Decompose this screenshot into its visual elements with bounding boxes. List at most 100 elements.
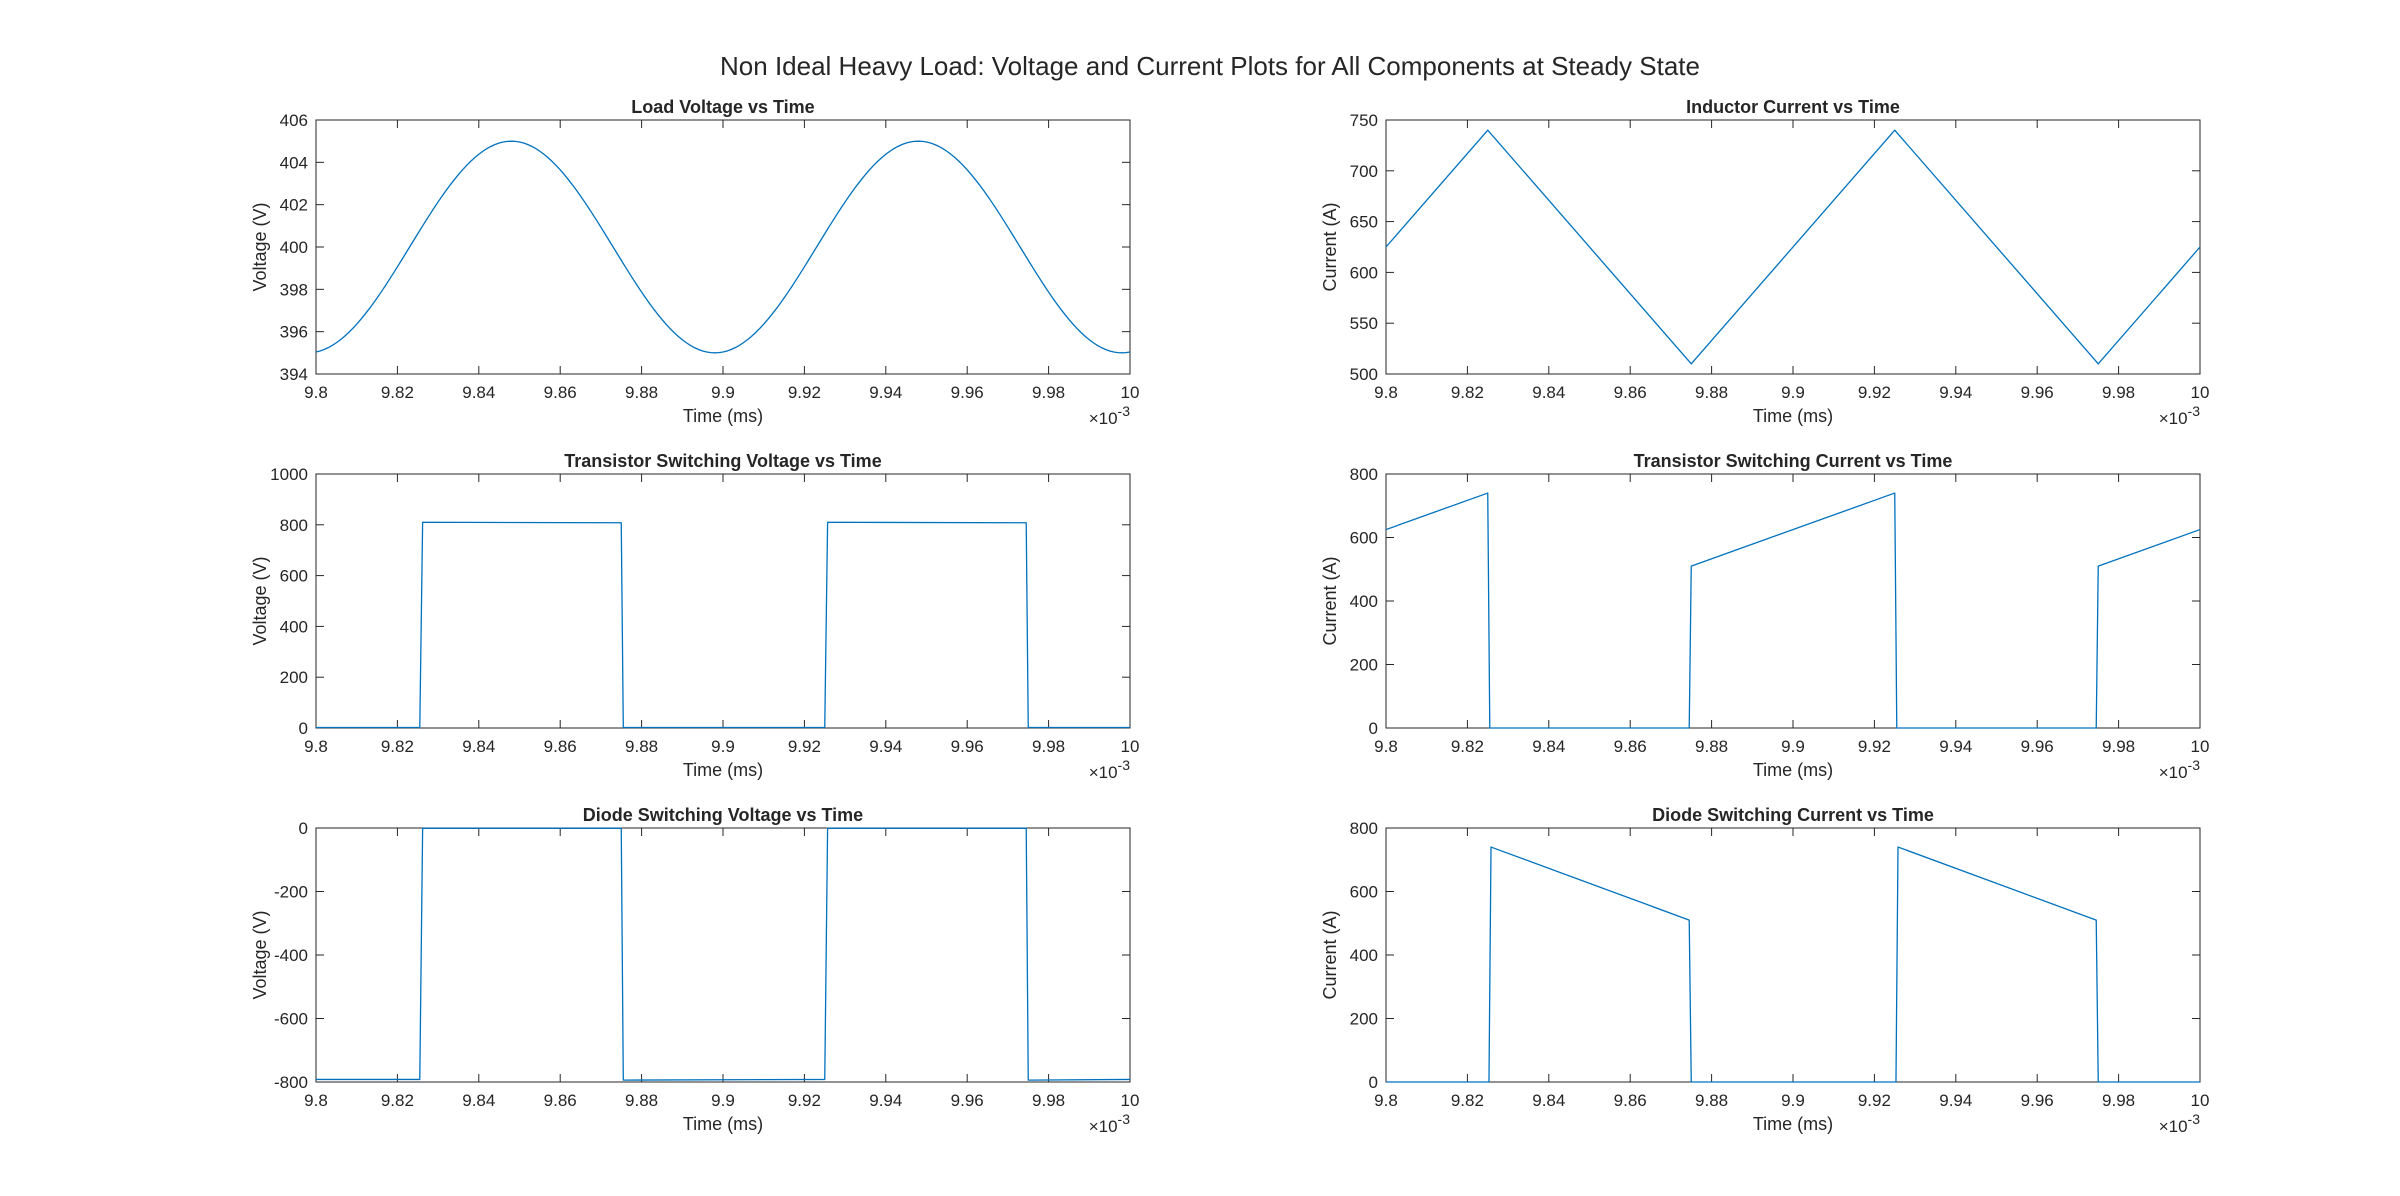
x-tick-label: 9.88 bbox=[1695, 1091, 1728, 1110]
y-tick-label: 600 bbox=[1350, 529, 1378, 548]
y-axis-label: Current (A) bbox=[1320, 202, 1340, 291]
x-tick-label: 9.86 bbox=[544, 1091, 577, 1110]
plot-title: Inductor Current vs Time bbox=[1686, 97, 1900, 117]
y-tick-label: 600 bbox=[1350, 263, 1378, 282]
x-tick-label: 9.92 bbox=[788, 383, 821, 402]
x-exponent-base: ×10 bbox=[2159, 1117, 2188, 1136]
plot-transistor-current: 9.8 9.82 9.84 9.86 9.88 9.9 9.92 9.94 9.96 9.98 10… bbox=[1320, 451, 2209, 782]
x-tick-label: 9.8 bbox=[304, 383, 328, 402]
y-tick-label: -200 bbox=[274, 883, 308, 902]
x-tick-label: 9.9 bbox=[711, 1091, 735, 1110]
x-tick-label: 9.9 bbox=[1781, 1091, 1805, 1110]
y-tick-label: 404 bbox=[280, 153, 308, 172]
y-tick-label: 0 bbox=[1369, 719, 1378, 738]
plot-title: Diode Switching Voltage vs Time bbox=[583, 805, 863, 825]
x-tick-label: 9.84 bbox=[462, 383, 495, 402]
x-tick-label: 9.9 bbox=[711, 383, 735, 402]
y-axis-label: Current (A) bbox=[1320, 910, 1340, 999]
x-tick-label: 10 bbox=[1121, 1091, 1140, 1110]
x-tick-label: 9.92 bbox=[788, 1091, 821, 1110]
x-tick-label: 9.98 bbox=[2102, 383, 2135, 402]
x-tick-label: 9.86 bbox=[1614, 383, 1647, 402]
x-exponent-label: ×10-3 bbox=[2159, 403, 2201, 428]
y-axis-label: Voltage (V) bbox=[250, 202, 270, 291]
x-tick-label: 9.98 bbox=[1032, 737, 1065, 756]
plot-load-voltage: 9.8 9.82 9.84 9.86 9.88 9.9 9.92 9.94 9.96 9.98 10… bbox=[250, 97, 1139, 428]
y-tick-label: 700 bbox=[1350, 162, 1378, 181]
x-axis-label: Time (ms) bbox=[1753, 760, 1833, 780]
x-tick-label: 9.92 bbox=[788, 737, 821, 756]
y-axis-label: Current (A) bbox=[1320, 556, 1340, 645]
plot-title: Transistor Switching Current vs Time bbox=[1634, 451, 1953, 471]
x-tick-label: 9.88 bbox=[1695, 737, 1728, 756]
x-tick-label: 9.84 bbox=[1532, 1091, 1565, 1110]
x-tick-label: 9.94 bbox=[869, 737, 902, 756]
x-axis-label: Time (ms) bbox=[1753, 406, 1833, 426]
y-tick-label: 0 bbox=[1369, 1073, 1378, 1092]
x-tick-label: 9.82 bbox=[381, 383, 414, 402]
series-line-diode-voltage bbox=[316, 827, 1131, 1081]
x-tick-label: 9.94 bbox=[869, 1091, 902, 1110]
x-tick-label: 9.88 bbox=[625, 1091, 658, 1110]
x-exponent-label: ×10-3 bbox=[2159, 1111, 2201, 1136]
x-exponent-power: -3 bbox=[1118, 757, 1131, 773]
x-tick-label: 9.92 bbox=[1858, 1091, 1891, 1110]
series-line-load-voltage bbox=[315, 140, 1131, 354]
plot-title: Transistor Switching Voltage vs Time bbox=[564, 451, 881, 471]
y-tick-label: 394 bbox=[280, 365, 308, 384]
axes-frame bbox=[315, 473, 1131, 729]
y-tick-label: 0 bbox=[299, 719, 308, 738]
x-axis-label: Time (ms) bbox=[683, 406, 763, 426]
x-tick-label: 10 bbox=[1121, 737, 1140, 756]
x-tick-label: 9.86 bbox=[544, 383, 577, 402]
x-tick-label: 9.8 bbox=[1374, 737, 1398, 756]
y-tick-label: 200 bbox=[280, 668, 308, 687]
x-tick-label: 9.86 bbox=[1614, 1091, 1647, 1110]
x-tick-label: 9.96 bbox=[2021, 1091, 2054, 1110]
x-tick-label: 9.94 bbox=[869, 383, 902, 402]
x-tick-label: 9.8 bbox=[1374, 1091, 1398, 1110]
y-tick-label: 400 bbox=[1350, 946, 1378, 965]
x-exponent-base: ×10 bbox=[1089, 763, 1118, 782]
plot-title: Diode Switching Current vs Time bbox=[1652, 805, 1934, 825]
axes-frame bbox=[1385, 827, 2201, 1083]
x-exponent-label: ×10-3 bbox=[1089, 757, 1131, 782]
x-tick-label: 10 bbox=[1121, 383, 1140, 402]
axes-frame bbox=[315, 827, 1131, 1083]
series-line-inductor-current bbox=[1385, 129, 2201, 365]
y-tick-label: 406 bbox=[280, 111, 308, 130]
x-tick-label: 9.98 bbox=[1032, 383, 1065, 402]
y-tick-label: -600 bbox=[274, 1010, 308, 1029]
x-tick-label: 9.92 bbox=[1858, 383, 1891, 402]
x-tick-label: 9.9 bbox=[1781, 383, 1805, 402]
x-tick-label: 9.96 bbox=[951, 737, 984, 756]
x-tick-label: 9.84 bbox=[1532, 737, 1565, 756]
x-exponent-power: -3 bbox=[2188, 403, 2201, 419]
y-tick-label: 800 bbox=[1350, 465, 1378, 484]
x-axis-label: Time (ms) bbox=[683, 760, 763, 780]
x-tick-label: 9.82 bbox=[381, 1091, 414, 1110]
x-exponent-power: -3 bbox=[1118, 1111, 1131, 1127]
y-tick-label: 800 bbox=[1350, 819, 1378, 838]
y-tick-label: 650 bbox=[1350, 213, 1378, 232]
y-tick-label: 1000 bbox=[270, 465, 308, 484]
x-exponent-label: ×10-3 bbox=[1089, 403, 1131, 428]
x-tick-label: 9.92 bbox=[1858, 737, 1891, 756]
y-tick-label: 600 bbox=[280, 567, 308, 586]
x-tick-label: 9.9 bbox=[1781, 737, 1805, 756]
y-tick-label: 398 bbox=[280, 280, 308, 299]
x-axis-label: Time (ms) bbox=[1753, 1114, 1833, 1134]
x-axis-label: Time (ms) bbox=[683, 1114, 763, 1134]
x-tick-label: 9.86 bbox=[1614, 737, 1647, 756]
y-tick-label: 800 bbox=[280, 516, 308, 535]
x-exponent-base: ×10 bbox=[2159, 409, 2188, 428]
x-tick-label: 9.84 bbox=[1532, 383, 1565, 402]
y-tick-label: -400 bbox=[274, 946, 308, 965]
x-exponent-label: ×10-3 bbox=[2159, 757, 2201, 782]
x-exponent-base: ×10 bbox=[2159, 763, 2188, 782]
y-axis-label: Voltage (V) bbox=[250, 556, 270, 645]
axes-frame bbox=[315, 119, 1131, 375]
y-axis-label: Voltage (V) bbox=[250, 910, 270, 999]
x-tick-label: 9.98 bbox=[2102, 1091, 2135, 1110]
